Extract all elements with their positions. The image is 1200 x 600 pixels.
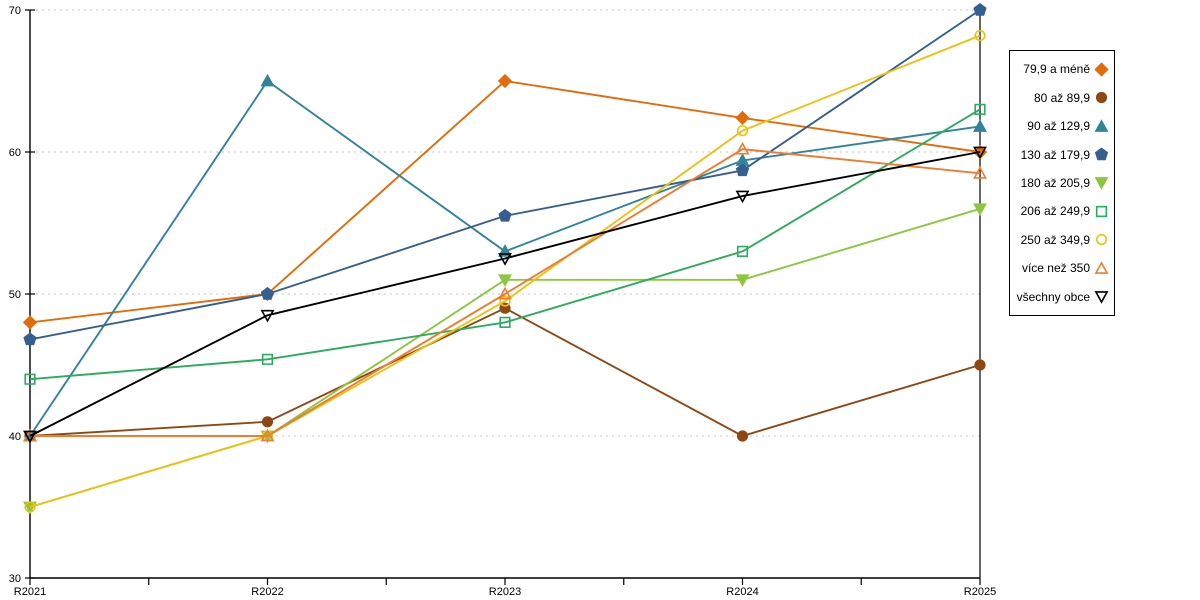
legend-item-8: všechny obce <box>1012 284 1109 310</box>
series-3-marker-R2021 <box>23 332 37 346</box>
legend-marker-square-icon <box>1095 205 1108 218</box>
series-4-marker-R2023 <box>498 274 512 288</box>
legend-box: 79,9 a méně 80 až 89,9 90 až 129,9 130 až 1… <box>1009 50 1115 316</box>
series-2-marker-R2022 <box>260 73 275 87</box>
legend-marker-diamond-icon <box>1094 62 1109 77</box>
x-tick-label: R2025 <box>964 586 996 598</box>
y-tick-label: 70 <box>9 5 21 17</box>
legend-marker-glyph <box>1094 118 1109 132</box>
series-4-marker-R2024 <box>735 274 750 288</box>
legend-marker-glyph <box>1094 62 1109 77</box>
series-5-marker-R2024 <box>736 245 749 257</box>
legend-label: 130 až 179,9 <box>1020 147 1090 162</box>
series-7-marker-R2024 <box>735 141 750 155</box>
legend-label: 79,9 a méně <box>1023 62 1090 77</box>
series-8-marker-R2022 <box>260 309 275 323</box>
series-3-marker-R2024 <box>735 163 750 177</box>
legend-marker-pentagon-icon <box>1094 147 1109 161</box>
legend-item-2: 90 až 129,9 <box>1012 113 1109 139</box>
legend-item-0: 79,9 a méně <box>1012 56 1109 82</box>
legend-label: 250 až 349,9 <box>1020 232 1090 247</box>
series-5-marker-R2025 <box>974 103 986 115</box>
legend-label: více než 350 <box>1021 261 1090 276</box>
series-8-marker-R2025 <box>973 146 987 160</box>
legend-marker-glyph <box>1094 177 1109 191</box>
series-line-5 <box>29 108 981 381</box>
legend-marker-glyph <box>1094 291 1109 304</box>
legend-marker-circle-icon <box>1095 234 1108 246</box>
legend-label: 180 až 205,9 <box>1020 175 1090 190</box>
x-tick-label: R2021 <box>14 586 46 598</box>
y-tick-label: 60 <box>9 147 21 159</box>
legend-marker-triangle-down-icon <box>1094 177 1109 191</box>
series-1-marker-R2024 <box>736 430 749 442</box>
series-0-marker-R2021 <box>22 315 38 330</box>
series-5-marker-R2023 <box>499 316 511 328</box>
legend-marker-glyph <box>1095 92 1108 104</box>
series-0-marker-R2023 <box>497 73 513 89</box>
series-8-marker-R2021 <box>23 430 37 444</box>
series-5-marker-R2022 <box>261 353 274 365</box>
x-tick-label: R2023 <box>489 586 521 598</box>
legend-item-5: 206 až 249,9 <box>1012 198 1109 224</box>
series-6-marker-R2021 <box>24 501 36 513</box>
series-0-marker-R2024 <box>735 110 750 126</box>
series-1-marker-R2025 <box>974 359 986 371</box>
series-8-marker-R2023 <box>498 253 512 266</box>
legend-marker-circle-icon <box>1095 92 1108 104</box>
x-tick-label: R2022 <box>251 586 283 598</box>
y-tick-label: 40 <box>9 431 21 443</box>
series-2-marker-R2025 <box>973 119 987 132</box>
legend-item-6: 250 až 349,9 <box>1012 227 1109 253</box>
legend-label: všechny obce <box>1016 289 1090 304</box>
series-8-marker-R2024 <box>735 190 750 204</box>
series-7-marker-R2023 <box>498 286 512 300</box>
legend-label: 80 až 89,9 <box>1033 90 1090 105</box>
legend-marker-triangle-up-icon <box>1094 261 1109 274</box>
legend-label: 90 až 129,9 <box>1027 119 1090 134</box>
series-6-marker-R2025 <box>974 29 986 42</box>
series-line-7 <box>30 148 981 437</box>
series-1-marker-R2022 <box>261 416 274 428</box>
legend-item-7: více než 350 <box>1012 255 1109 281</box>
x-tick-label: R2024 <box>726 586 758 598</box>
legend-marker-glyph <box>1094 261 1109 274</box>
legend-marker-glyph <box>1094 147 1109 161</box>
series-5-marker-R2021 <box>24 373 36 385</box>
series-6-marker-R2024 <box>736 125 749 137</box>
series-7-marker-R2022 <box>260 428 275 442</box>
series-line-6 <box>29 34 981 508</box>
legend-label: 206 až 249,9 <box>1020 204 1090 219</box>
legend-item-4: 180 až 205,9 <box>1012 170 1109 196</box>
legend-marker-glyph <box>1095 234 1108 246</box>
legend-item-3: 130 až 179,9 <box>1012 142 1109 168</box>
series-3-marker-R2025 <box>973 3 987 16</box>
series-line-8 <box>29 151 981 437</box>
legend-marker-glyph <box>1095 205 1108 218</box>
y-tick-label: 30 <box>9 573 21 585</box>
series-7-marker-R2025 <box>973 166 987 179</box>
series-4-marker-R2025 <box>973 203 987 217</box>
y-tick-label: 50 <box>9 289 21 301</box>
legend-item-1: 80 až 89,9 <box>1012 85 1109 111</box>
legend-marker-triangle-up-icon <box>1094 118 1109 132</box>
legend-marker-triangle-down-icon <box>1094 291 1109 304</box>
series-3-marker-R2023 <box>498 208 512 222</box>
series-6-marker-R2023 <box>499 295 511 307</box>
series-3-marker-R2022 <box>260 287 275 300</box>
